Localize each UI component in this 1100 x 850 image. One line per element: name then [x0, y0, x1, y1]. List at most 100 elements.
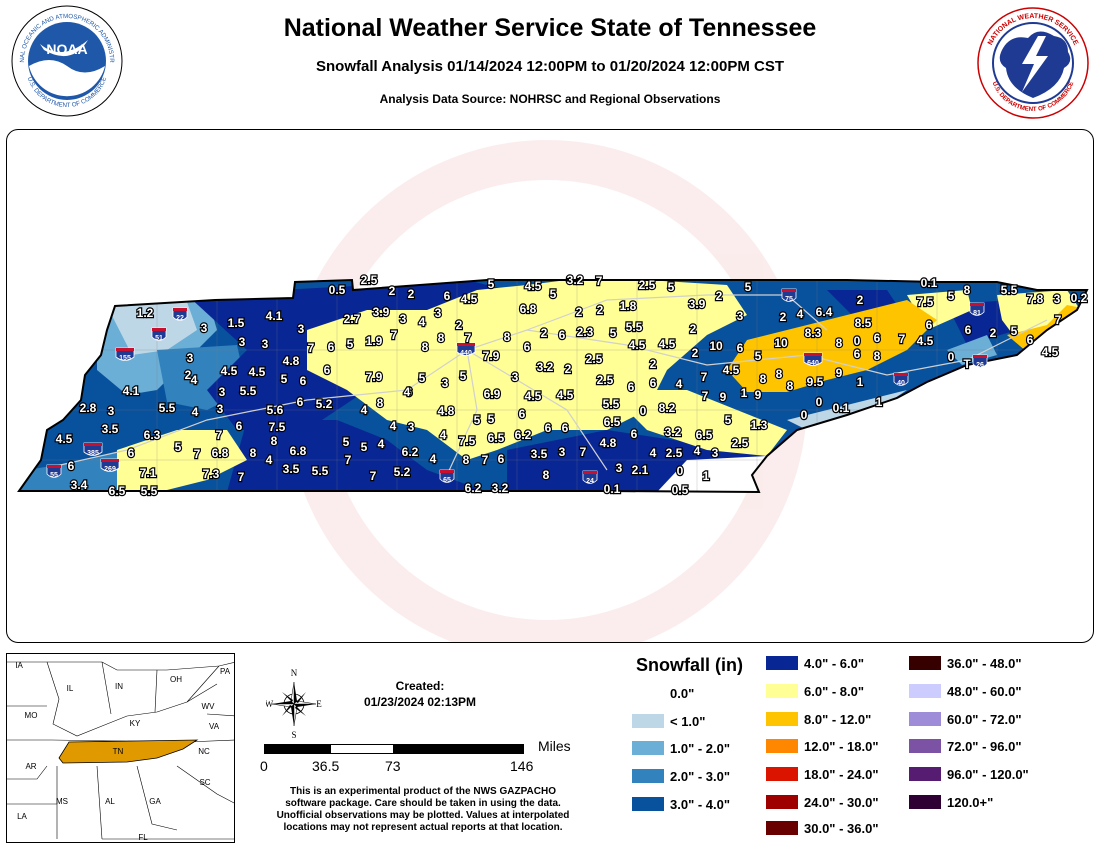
snowfall-value-label: 4 — [378, 437, 385, 451]
snowfall-value-label: 3.2 — [567, 273, 584, 287]
snowfall-value-label: 3.5 — [531, 447, 548, 461]
snowfall-value-label: 1 — [741, 386, 748, 400]
snowfall-value-label: 3.2 — [537, 360, 554, 374]
interstate-shield-icon: 55 — [46, 464, 62, 479]
snowfall-value-label: 5.2 — [316, 397, 333, 411]
legend-label: 60.0" - 72.0" — [947, 712, 1022, 727]
snowfall-value-label: 3.2 — [492, 481, 509, 495]
legend-swatch — [909, 739, 941, 753]
snowfall-value-label: 6.5 — [696, 428, 713, 442]
snowfall-value-label: 4.5 — [461, 292, 478, 306]
snowfall-value-label: 8 — [964, 283, 971, 297]
footer-panel: IA IL IN OH PA MO WV KY VA TN NC AR SC MS AL GA LA FL — [0, 645, 1100, 850]
inset-state-label: MO — [25, 711, 38, 720]
snowfall-value-label: 4.1 — [123, 384, 140, 398]
snowfall-value-label: 8 — [463, 453, 470, 467]
snowfall-value-label: 4 — [676, 377, 683, 391]
legend-label: 96.0" - 120.0" — [947, 767, 1029, 782]
snowfall-value-label: 3 — [108, 404, 115, 418]
snowfall-value-label: 6 — [444, 289, 451, 303]
snowfall-value-label: 1 — [703, 469, 710, 483]
snowfall-value-label: 7 — [702, 389, 709, 403]
inset-state-label: FL — [138, 833, 148, 842]
interstate-shield-icon: 65 — [439, 469, 455, 484]
snowfall-value-label: 6 — [68, 459, 75, 473]
snowfall-value-label: 6 — [562, 421, 569, 435]
snowfall-value-label: 6.5 — [604, 415, 621, 429]
inset-state-label: KY — [130, 719, 141, 728]
snowfall-value-label: 4 — [404, 385, 411, 399]
snowfall-value-label: 6.9 — [484, 387, 501, 401]
snowfall-value-label: 7 — [899, 332, 906, 346]
legend-label: 48.0" - 60.0" — [947, 684, 1022, 699]
legend-label: 12.0" - 18.0" — [804, 739, 879, 754]
snowfall-value-label: 5.5 — [626, 320, 643, 334]
snowfall-values: 1.23 1.5 4.10.52.52 2 6 4.55 4.553.2 7 2.5 525 0.1… — [54, 272, 1088, 499]
snowfall-value-label: 0 — [801, 408, 808, 422]
snowfall-value-label: 5 — [550, 287, 557, 301]
snowfall-value-label: T — [963, 357, 971, 371]
legend-swatch — [909, 767, 941, 781]
snowfall-value-label: 6 — [737, 341, 744, 355]
snowfall-map[interactable]: 22 51 155 440 75 81 640 40 26 385 269 55 65 24 1.2 3 1.… — [6, 129, 1094, 643]
snowfall-value-label: 6.8 — [212, 446, 229, 460]
legend-label: 4.0" - 6.0" — [804, 656, 865, 671]
interstate-shield-icon: 385 — [83, 442, 103, 457]
snowfall-value-label: 4.8 — [438, 404, 455, 418]
disclaimer-line: This is an experimental product of the N… — [290, 786, 556, 797]
snowfall-value-label: 7 — [194, 447, 201, 461]
snowfall-value-label: 0 — [640, 404, 647, 418]
snowfall-value-label: 3 — [262, 337, 269, 351]
snowfall-value-label: 7.9 — [366, 370, 383, 384]
snowfall-value-label: 2 — [389, 284, 396, 298]
snowfall-value-label: 6.5 — [488, 431, 505, 445]
inset-state-label: WV — [202, 702, 216, 711]
inset-state-label: GA — [149, 797, 161, 806]
legend-swatch — [909, 684, 941, 698]
snowfall-value-label: 8.3 — [805, 326, 822, 340]
interstate-shield-icon: 269 — [100, 458, 120, 473]
snowfall-value-label: 5 — [610, 326, 617, 340]
disclaimer-line: software package. Care should be taken i… — [285, 798, 561, 809]
legend-label: 36.0" - 48.0" — [947, 656, 1022, 671]
snowfall-value-label: 5.5 — [1001, 283, 1018, 297]
snowfall-value-label: 3 — [201, 321, 208, 335]
snowfall-value-label: 0 — [948, 350, 955, 364]
interstate-number: 81 — [973, 310, 981, 317]
snowfall-value-label: 4 — [361, 403, 368, 417]
scale-tick-3: 146 — [510, 758, 534, 774]
snowfall-value-label: 2.5 — [732, 436, 749, 450]
inset-state-label: AL — [105, 797, 115, 806]
snowfall-value-label: 3.5 — [102, 422, 119, 436]
snowfall-value-label: 4.5 — [1042, 345, 1059, 359]
snowfall-value-label: 8.5 — [855, 316, 872, 330]
interstate-number: 40 — [897, 380, 905, 387]
interstate-number: 269 — [104, 466, 116, 473]
snowfall-value-label: 4.5 — [629, 338, 646, 352]
snowfall-value-label: 7 — [596, 274, 603, 288]
snowfall-value-label: 0 — [816, 395, 823, 409]
snowfall-value-label: 4 — [192, 405, 199, 419]
scale-unit: Miles — [538, 738, 571, 754]
snowfall-value-label: 5 — [1011, 324, 1018, 338]
snowfall-value-label: 7 — [216, 428, 223, 442]
snowfall-value-label: 8 — [760, 372, 767, 386]
snowfall-value-label: 0.1 — [604, 482, 621, 496]
scale-bar: Miles 0 36.5 73 146 — [258, 736, 588, 780]
noaa-center-text: NOAA — [46, 41, 87, 57]
snowfall-value-label: 4.5 — [525, 279, 542, 293]
interstate-number: 24 — [586, 478, 594, 485]
snowfall-value-label: 3 — [187, 351, 194, 365]
snowfall-value-label: 6 — [650, 376, 657, 390]
inset-state-label: SC — [199, 778, 210, 787]
snowfall-value-label: 7 — [238, 470, 245, 484]
snowfall-value-label: 6 — [926, 318, 933, 332]
snowfall-value-label: 3.9 — [373, 305, 390, 319]
compass-north: N — [291, 668, 298, 678]
interstate-shield-icon: 40 — [893, 372, 909, 387]
snowfall-value-label: 6.3 — [144, 428, 161, 442]
snowfall-value-label: 3 — [217, 402, 224, 416]
snowfall-value-label: 8 — [377, 396, 384, 410]
snowfall-value-label: 0 — [854, 334, 861, 348]
inset-state-label: AR — [25, 762, 36, 771]
